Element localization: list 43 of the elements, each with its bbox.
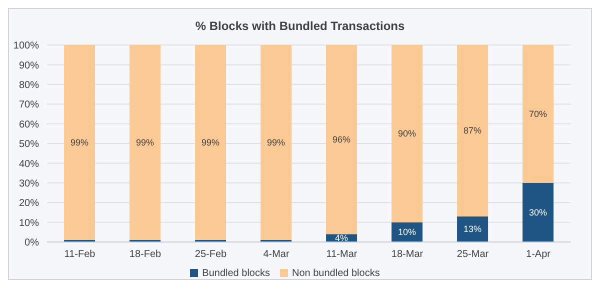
x-tick-label: 4-Mar — [263, 249, 290, 260]
data-label: 90% — [398, 128, 416, 139]
data-label: 99% — [202, 138, 220, 148]
y-tick-label: 40% — [18, 158, 40, 170]
y-tick-label: 80% — [18, 80, 40, 91]
x-tick-label: 1-Apr — [526, 249, 552, 260]
y-tick-label: 0% — [24, 238, 40, 249]
data-label: 87% — [464, 126, 482, 136]
bar — [130, 45, 161, 240]
data-label: 99% — [136, 138, 154, 148]
x-tick-label: 11-Feb — [64, 249, 96, 260]
x-tick-label: 25-Mar — [456, 249, 490, 260]
bar — [457, 45, 488, 216]
bar — [260, 45, 292, 240]
y-tick-label: 60% — [18, 119, 40, 130]
x-tick-label: 25-Feb — [194, 249, 228, 260]
y-tick-label: 10% — [18, 218, 40, 229]
y-tick-label: 70% — [18, 100, 40, 111]
y-tick-label: 20% — [18, 198, 40, 210]
bar — [326, 45, 358, 234]
x-tick-label: 11-Mar — [326, 249, 358, 260]
bar — [522, 182, 554, 242]
data-label: 10% — [398, 227, 416, 238]
data-label: 99% — [267, 138, 286, 148]
bar — [195, 45, 226, 240]
data-label: 4% — [335, 233, 348, 244]
data-label: 13% — [464, 224, 482, 234]
chart-title: % Blocks with Bundled Transactions — [194, 18, 406, 35]
y-tick-label: 50% — [18, 139, 40, 150]
bar — [522, 45, 554, 183]
y-tick-label: 90% — [18, 60, 40, 72]
legend-label: Bundled blocks — [202, 268, 270, 279]
y-tick-label: 30% — [18, 178, 40, 190]
x-tick-label: 18-Feb — [129, 249, 162, 260]
legend-label: Non bundled blocks — [292, 268, 380, 279]
x-tick-label: 18-Mar — [391, 249, 424, 260]
y-tick-label: 100% — [13, 40, 40, 52]
data-label: 70% — [529, 108, 548, 119]
data-label: 99% — [70, 138, 89, 148]
data-label: 96% — [332, 134, 351, 145]
data-label: 30% — [529, 207, 548, 218]
bar — [392, 45, 423, 222]
bar — [64, 45, 96, 240]
